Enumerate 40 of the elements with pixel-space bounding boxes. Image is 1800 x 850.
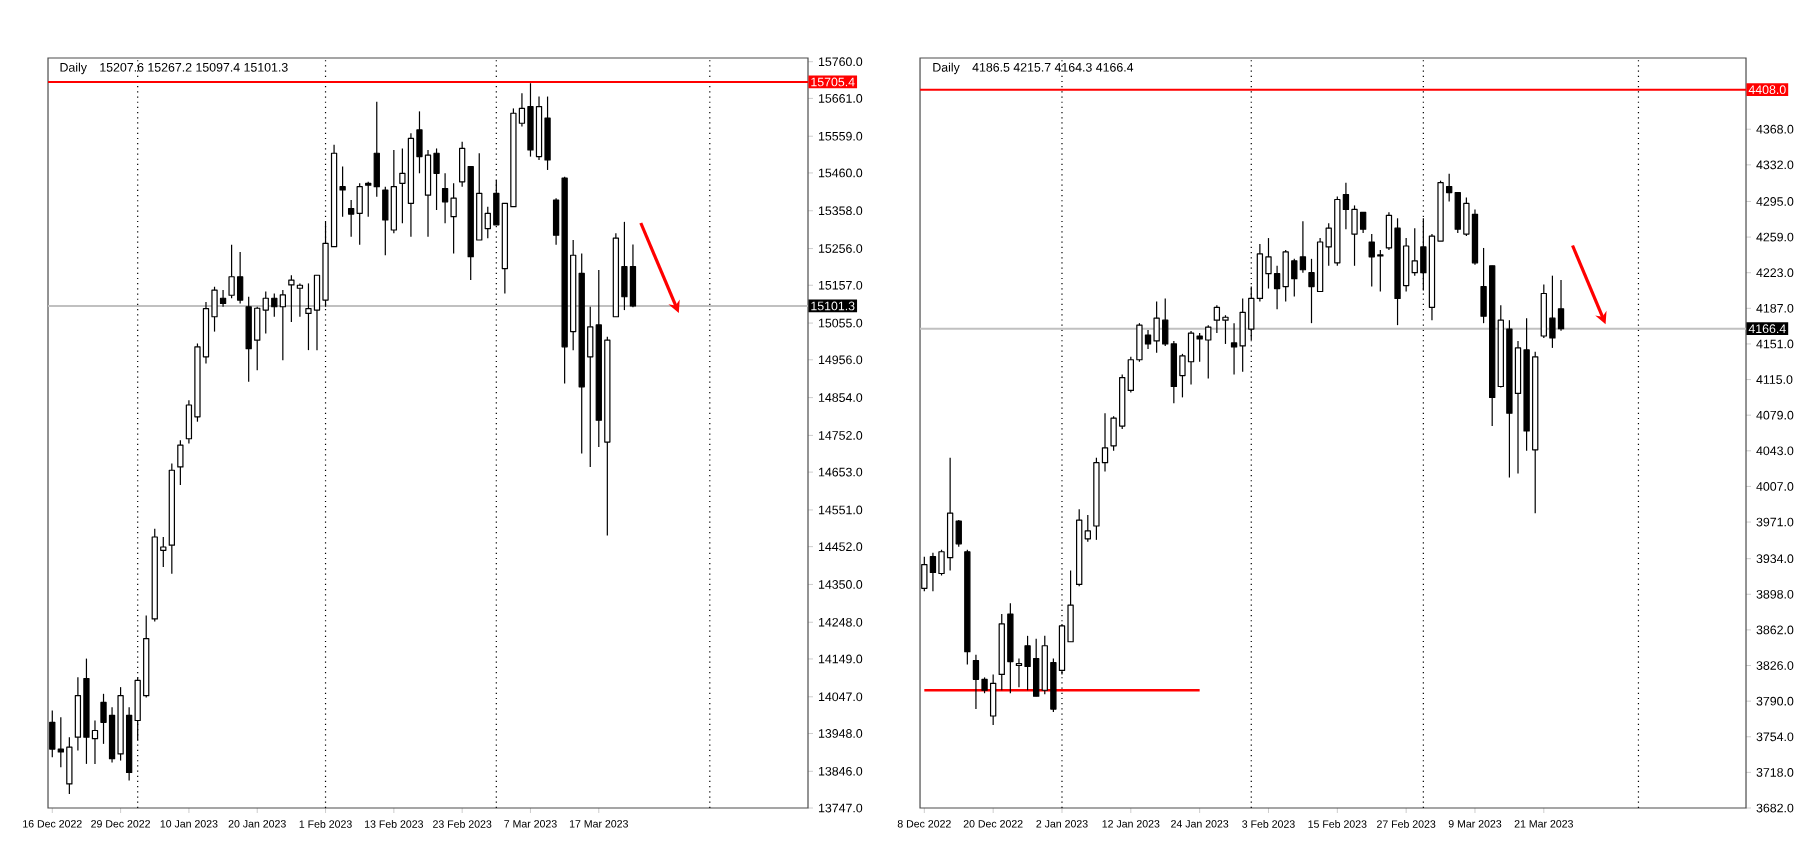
candlestick [433,147,440,211]
candlestick [989,673,997,726]
candlestick [74,676,82,752]
candlestick [1024,635,1031,691]
candlestick [1377,249,1384,293]
candlestick [1153,300,1160,354]
candlestick [1222,314,1229,345]
candlestick [929,552,937,592]
candlestick [921,556,928,592]
candlestick [1007,602,1014,694]
candlestick [1213,304,1221,334]
candlestick [544,95,551,171]
candlestick [621,221,628,311]
candlestick [1187,330,1195,386]
candlestick [236,251,244,305]
candlestick [177,439,184,486]
candlestick [356,182,363,246]
candlestick [390,149,398,234]
candlestick [245,296,252,383]
candlestick [1359,211,1367,234]
candlestick [1299,220,1307,274]
candlestick [271,292,278,318]
candlestick [441,172,449,224]
candlestick [629,243,637,308]
candlestick [946,457,954,572]
candlestick [527,82,534,158]
candlestick [296,282,304,318]
candlestick [305,282,312,351]
candlestick [49,709,56,758]
candlestick [228,244,235,299]
candlestick [382,186,389,256]
candlestick [450,182,457,254]
candlestick [1549,275,1556,349]
candlestick [1196,332,1203,363]
candlestick [1557,279,1565,332]
candlestick [279,289,286,361]
candlestick [972,654,980,710]
candlestick [66,736,73,795]
candlestick [373,101,380,198]
candlestick [288,274,295,323]
